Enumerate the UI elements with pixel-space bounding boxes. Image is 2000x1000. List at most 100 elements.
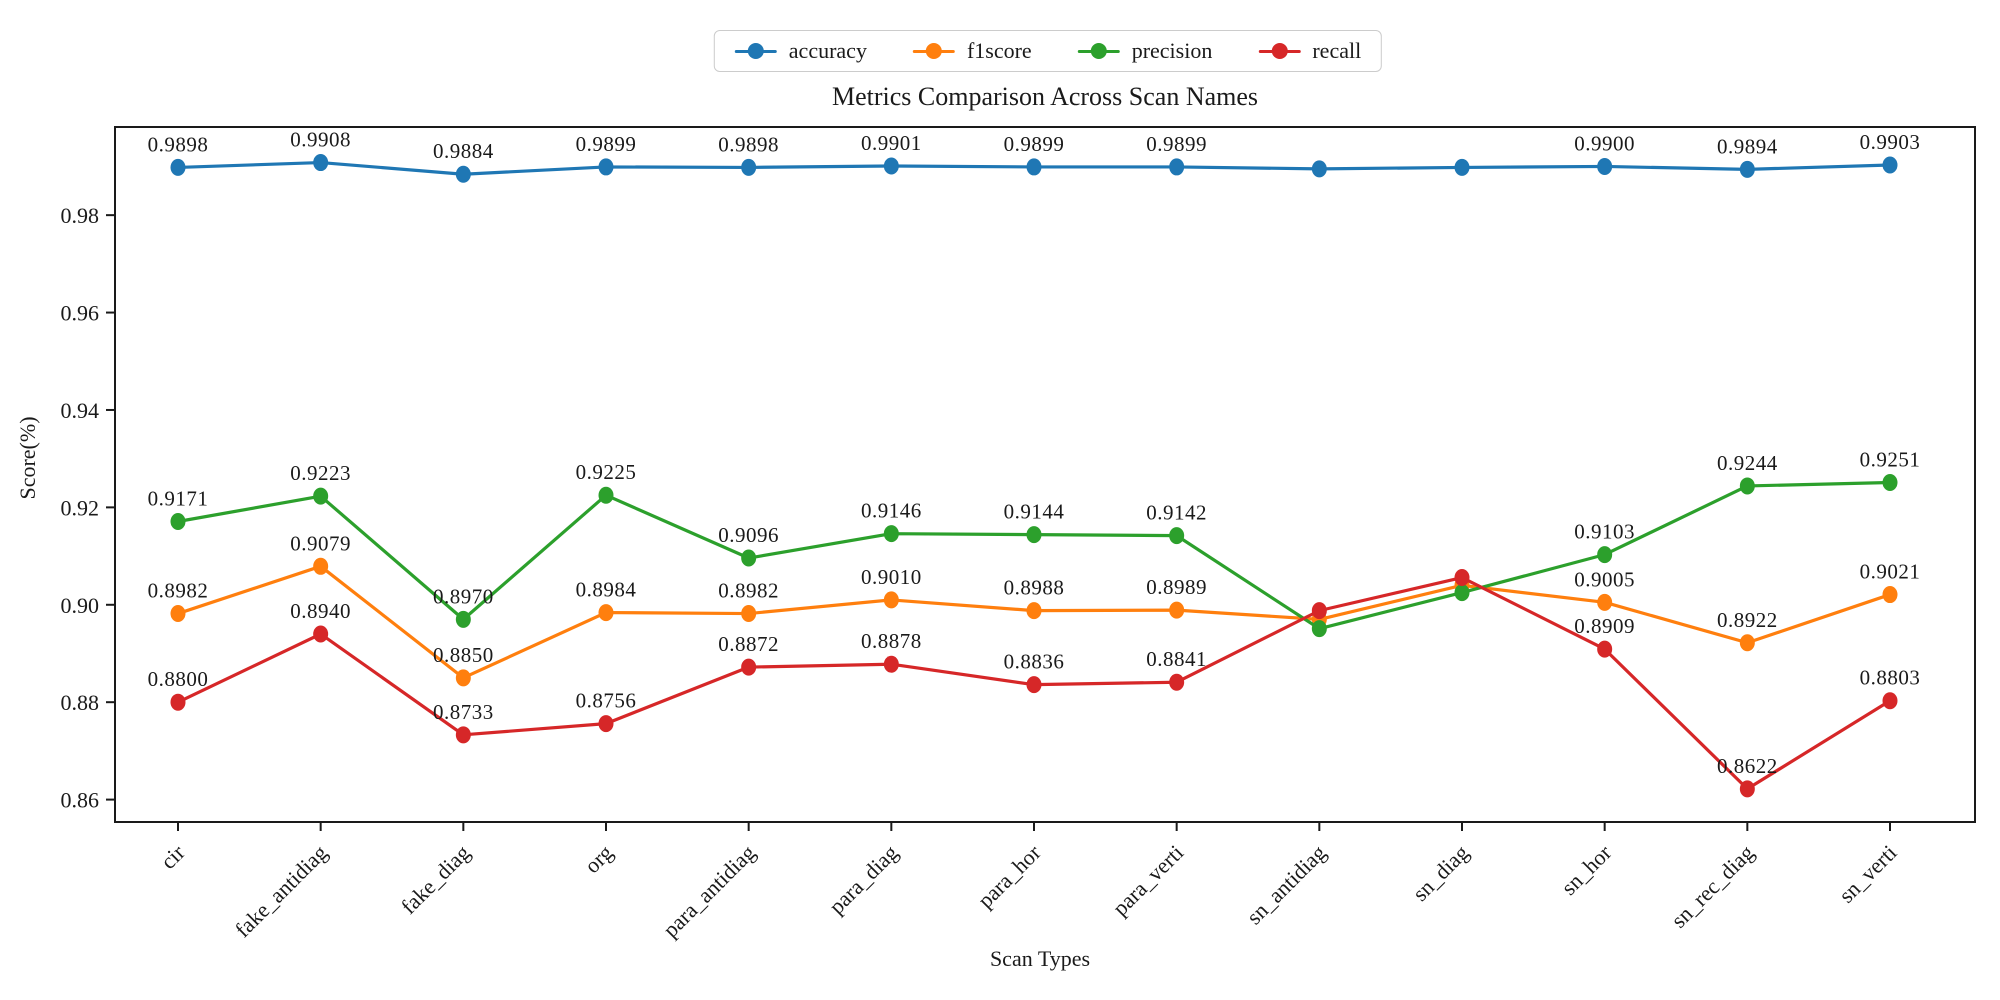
legend: accuracy f1score precision recall (713, 30, 1383, 72)
legend-dot-recall (1271, 43, 1288, 59)
point-label-accuracy-para_diag: 0.9901 (861, 131, 922, 155)
point-recall-sn_rec_diag (1739, 780, 1755, 798)
point-accuracy-sn_antidiag (1311, 160, 1327, 178)
x-axis-title: Scan Types (989, 946, 1091, 971)
plot-border (114, 126, 1976, 823)
point-label-precision-para_antidiag: 0.9096 (718, 523, 779, 547)
point-recall-sn_diag (1454, 569, 1470, 587)
point-f1score-para_diag (883, 591, 899, 609)
point-recall-cir (170, 693, 186, 711)
point-accuracy-fake_diag (455, 165, 471, 183)
point-label-f1score-fake_antidiag: 0.9079 (290, 531, 351, 555)
y-tick-label: 0.94 (61, 398, 100, 423)
legend-dot-precision (1090, 43, 1107, 59)
point-label-accuracy-fake_antidiag: 0.9908 (290, 128, 351, 152)
point-f1score-cir (170, 605, 186, 623)
point-precision-org (598, 486, 614, 504)
legend-marker-f1score-icon (912, 42, 955, 60)
y-tick-label: 0.90 (61, 593, 100, 618)
y-tick-label: 0.88 (61, 690, 100, 715)
point-precision-cir (170, 512, 186, 530)
point-precision-fake_antidiag (313, 487, 329, 505)
point-label-precision-sn_hor: 0.9103 (1574, 520, 1635, 544)
point-label-f1score-sn_verti: 0.9021 (1860, 560, 1921, 584)
x-tick-label-sn_hor: sn_hor (1556, 839, 1617, 900)
x-tick-label-sn_diag: sn_diag (1407, 840, 1473, 906)
point-f1score-fake_diag (455, 669, 471, 687)
point-label-precision-cir: 0.9171 (148, 486, 209, 510)
point-f1score-fake_antidiag (313, 557, 329, 575)
point-f1score-para_verti (1169, 601, 1185, 619)
x-tick-label-para_diag: para_diag (824, 840, 903, 919)
point-precision-para_hor (1026, 526, 1042, 544)
point-recall-sn_hor (1597, 640, 1613, 658)
x-tick-label-sn_verti: sn_verti (1834, 840, 1902, 908)
point-precision-sn_antidiag (1311, 620, 1327, 638)
point-recall-sn_antidiag (1311, 602, 1327, 620)
point-label-recall-org: 0.8756 (576, 689, 637, 713)
point-label-recall-fake_antidiag: 0.8940 (290, 599, 351, 623)
point-precision-sn_diag (1454, 584, 1470, 602)
x-tick-label-fake_antidiag: fake_antidiag (230, 840, 332, 942)
point-f1score-sn_rec_diag (1739, 634, 1755, 652)
point-label-f1score-fake_diag: 0.8850 (433, 643, 494, 667)
legend-marker-precision-icon (1077, 42, 1120, 60)
legend-label-f1score: f1score (966, 38, 1032, 63)
point-recall-para_verti (1169, 673, 1185, 691)
legend-marker-accuracy-icon (734, 42, 777, 60)
point-label-precision-fake_antidiag: 0.9223 (290, 461, 351, 485)
point-label-precision-sn_verti: 0.9251 (1860, 448, 1921, 472)
point-label-f1score-para_hor: 0.8988 (1004, 576, 1065, 600)
y-tick-label: 0.98 (61, 203, 100, 228)
legend-dot-f1score (925, 43, 942, 59)
point-label-precision-org: 0.9225 (576, 460, 637, 484)
point-label-recall-fake_diag: 0.8733 (433, 700, 494, 724)
point-recall-fake_diag (455, 726, 471, 744)
point-precision-sn_hor (1597, 546, 1613, 564)
point-label-recall-sn_verti: 0.8803 (1860, 666, 1921, 690)
point-label-recall-para_hor: 0.8836 (1004, 650, 1065, 674)
x-tick-label-org: org (579, 840, 617, 878)
point-precision-sn_verti (1882, 474, 1898, 492)
point-accuracy-org (598, 158, 614, 176)
point-label-recall-para_antidiag: 0.8872 (718, 632, 779, 656)
point-label-precision-para_diag: 0.9146 (861, 499, 922, 523)
point-label-f1score-cir: 0.8982 (148, 579, 209, 603)
point-recall-para_antidiag (741, 658, 757, 676)
point-label-recall-sn_rec_diag: 0.8622 (1717, 754, 1778, 778)
point-label-accuracy-fake_diag: 0.9884 (433, 139, 494, 163)
point-f1score-para_hor (1026, 602, 1042, 620)
x-tick-label-fake_diag: fake_diag (396, 840, 475, 919)
point-label-recall-para_diag: 0.8878 (861, 629, 922, 653)
point-accuracy-sn_rec_diag (1739, 160, 1755, 178)
x-tick-label-sn_rec_diag: sn_rec_diag (1666, 840, 1759, 933)
point-label-accuracy-org: 0.9899 (576, 132, 637, 156)
point-precision-para_antidiag (741, 549, 757, 567)
point-precision-para_diag (883, 525, 899, 543)
point-accuracy-para_diag (883, 157, 899, 175)
point-label-recall-cir: 0.8800 (148, 667, 209, 691)
x-tick-label-cir: cir (155, 839, 190, 874)
point-accuracy-para_hor (1026, 158, 1042, 176)
point-precision-fake_diag (455, 610, 471, 628)
point-label-precision-para_hor: 0.9144 (1004, 500, 1065, 524)
x-tick-label-para_antidiag: para_antidiag (658, 840, 760, 942)
y-tick-label: 0.96 (61, 301, 100, 326)
point-label-f1score-para_antidiag: 0.8982 (718, 579, 779, 603)
legend-marker-recall-icon (1258, 42, 1301, 60)
point-accuracy-para_antidiag (741, 158, 757, 176)
point-precision-sn_rec_diag (1739, 477, 1755, 495)
legend-label-recall: recall (1312, 38, 1362, 63)
legend-label-accuracy: accuracy (788, 38, 867, 63)
legend-item-accuracy: accuracy (734, 38, 867, 64)
point-label-f1score-sn_hor: 0.9005 (1574, 567, 1635, 591)
legend-item-recall: recall (1258, 38, 1361, 64)
point-recall-org (598, 715, 614, 733)
point-label-f1score-para_verti: 0.8989 (1146, 575, 1207, 599)
point-label-accuracy-para_hor: 0.9899 (1004, 132, 1065, 156)
x-tick-label-para_hor: para_hor (973, 839, 1046, 912)
point-f1score-para_antidiag (741, 605, 757, 623)
legend-label-precision: precision (1131, 38, 1213, 63)
point-recall-para_hor (1026, 676, 1042, 694)
